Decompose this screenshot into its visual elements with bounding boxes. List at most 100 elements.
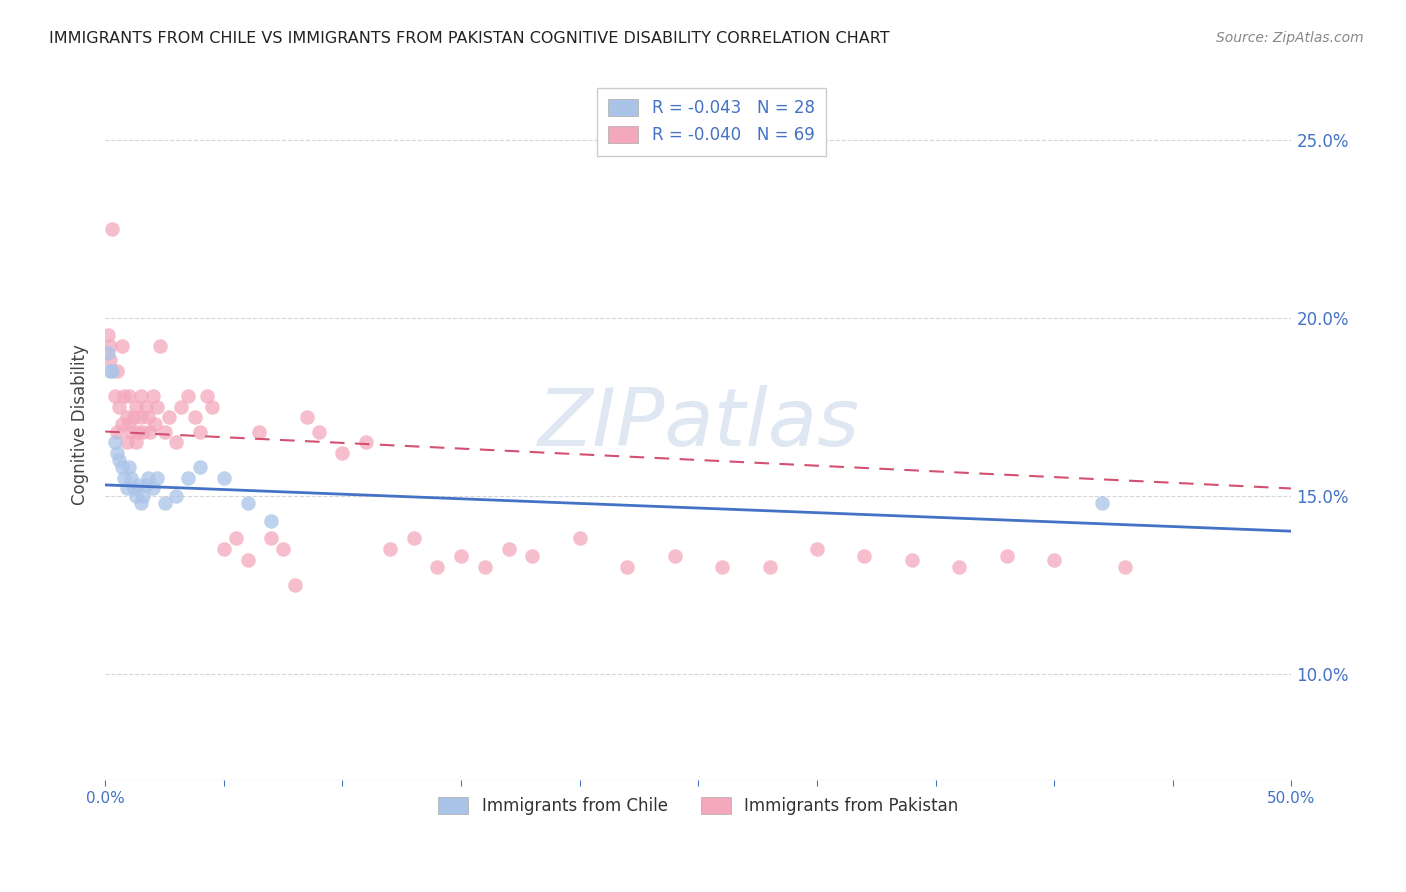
Point [129, 410, 152, 425]
Point [139, 425, 162, 439]
Point [142, 389, 165, 403]
Point [115, 410, 138, 425]
Point [201, 400, 224, 414]
Point [146, 471, 169, 485]
Point [118, 389, 141, 403]
Point [212, 541, 235, 556]
Point [260, 514, 283, 528]
Point [474, 559, 496, 574]
Point [522, 549, 544, 563]
Point [98, 339, 121, 353]
Point [332, 446, 354, 460]
Point [236, 552, 259, 566]
Point [165, 489, 187, 503]
Point [308, 425, 330, 439]
Point [195, 389, 218, 403]
Point [711, 559, 734, 574]
Point [995, 549, 1018, 563]
Point [101, 364, 124, 378]
Point [498, 541, 520, 556]
Point [118, 417, 141, 432]
Y-axis label: Cognitive Disability: Cognitive Disability [72, 344, 89, 505]
Point [104, 389, 127, 403]
Point [853, 549, 876, 563]
Point [225, 531, 247, 545]
Point [260, 531, 283, 545]
Point [125, 489, 148, 503]
Point [1114, 559, 1136, 574]
Text: IMMIGRANTS FROM CHILE VS IMMIGRANTS FROM PAKISTAN COGNITIVE DISABILITY CORRELATI: IMMIGRANTS FROM CHILE VS IMMIGRANTS FROM… [49, 31, 890, 46]
Point [136, 471, 159, 485]
Point [354, 435, 377, 450]
Point [105, 425, 128, 439]
Point [129, 389, 152, 403]
Point [142, 482, 165, 496]
Point [122, 410, 145, 425]
Point [125, 400, 148, 414]
Text: Source: ZipAtlas.com: Source: ZipAtlas.com [1216, 31, 1364, 45]
Point [122, 482, 145, 496]
Point [177, 389, 200, 403]
Text: ZIPatlas: ZIPatlas [537, 385, 859, 464]
Point [120, 425, 142, 439]
Point [120, 471, 142, 485]
Point [664, 549, 686, 563]
Point [115, 482, 138, 496]
Point [118, 460, 141, 475]
Point [104, 435, 127, 450]
Point [184, 410, 207, 425]
Point [127, 478, 149, 492]
Point [271, 541, 294, 556]
Point [98, 353, 121, 368]
Point [135, 478, 157, 492]
Point [111, 460, 134, 475]
Point [188, 460, 211, 475]
Point [212, 471, 235, 485]
Point [153, 496, 176, 510]
Point [188, 425, 211, 439]
Point [758, 559, 780, 574]
Point [157, 410, 180, 425]
Point [1091, 496, 1114, 510]
Point [295, 410, 318, 425]
Point [165, 435, 187, 450]
Point [105, 364, 128, 378]
Legend: Immigrants from Chile, Immigrants from Pakistan: Immigrants from Chile, Immigrants from P… [429, 787, 969, 825]
Point [236, 496, 259, 510]
Point [129, 496, 152, 510]
Point [177, 471, 200, 485]
Point [132, 425, 155, 439]
Point [111, 339, 134, 353]
Point [616, 559, 638, 574]
Point [108, 400, 131, 414]
Point [284, 577, 307, 591]
Point [115, 435, 138, 450]
Point [146, 400, 169, 414]
Point [806, 541, 828, 556]
Point [450, 549, 472, 563]
Point [127, 425, 149, 439]
Point [105, 446, 128, 460]
Point [97, 346, 120, 360]
Point [136, 410, 159, 425]
Point [426, 559, 449, 574]
Point [568, 531, 591, 545]
Point [143, 417, 166, 432]
Point [112, 389, 135, 403]
Point [149, 339, 172, 353]
Point [97, 328, 120, 343]
Point [402, 531, 425, 545]
Point [108, 453, 131, 467]
Point [132, 489, 155, 503]
Point [125, 435, 148, 450]
Point [378, 541, 401, 556]
Point [1043, 552, 1066, 566]
Point [135, 400, 157, 414]
Point [153, 425, 176, 439]
Point [901, 552, 924, 566]
Point [101, 221, 124, 235]
Point [249, 425, 271, 439]
Point [948, 559, 970, 574]
Point [111, 417, 134, 432]
Point [112, 471, 135, 485]
